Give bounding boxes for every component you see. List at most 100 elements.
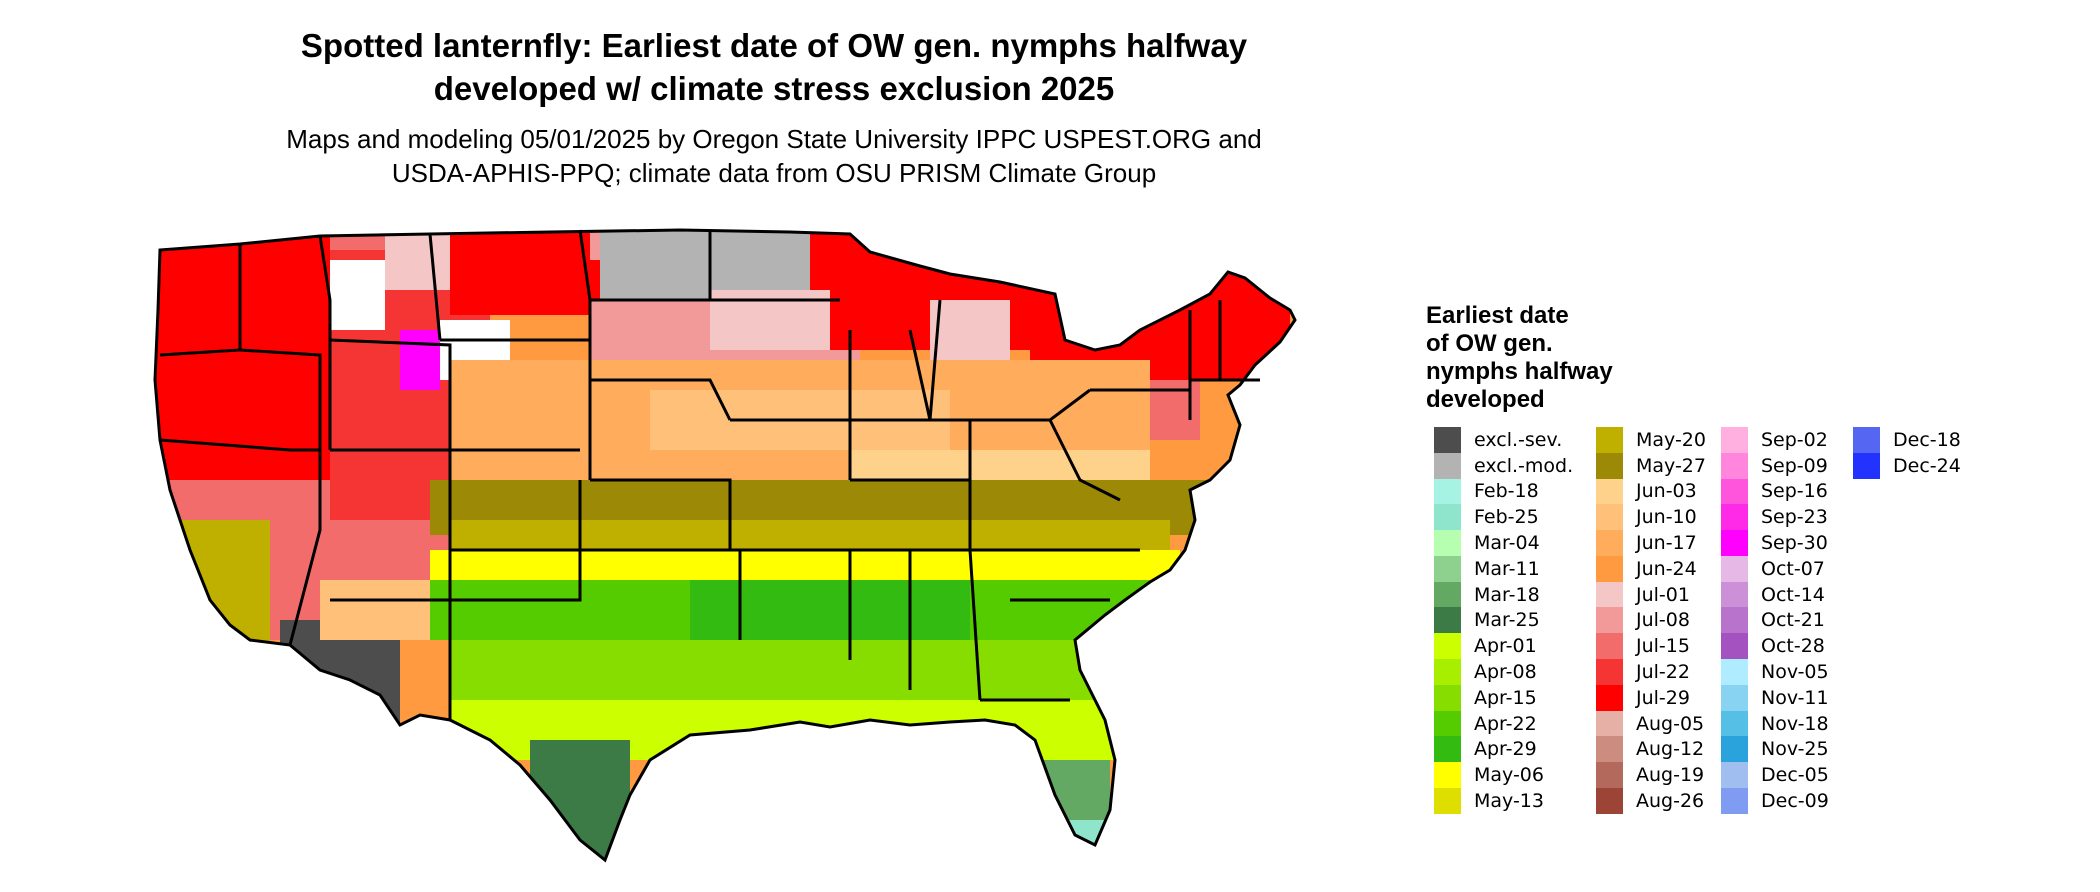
legend-label: Apr-15 [1474,686,1537,709]
legend-swatch [1596,762,1623,789]
legend-label: Nov-11 [1761,686,1829,709]
us-map [153,228,1297,862]
legend-swatch [1434,710,1461,737]
legend-swatch [1596,633,1623,660]
legend-label: Aug-26 [1636,790,1705,813]
legend-swatch [1434,504,1461,531]
legend-label: Mar-04 [1474,532,1540,555]
legend-column: May-20 May-27 Jun-03 Jun-10 Jun-17 Jun-24 Jul-… [1596,426,1706,815]
legend-item: Oct-21 [1721,607,1829,634]
legend-swatch [1434,478,1461,505]
border-wv-va [1048,419,1121,502]
legend-item: Apr-29 [1434,736,1573,763]
legend-swatch [1434,452,1461,479]
title-line-1: Spotted lanternfly: Earliest date of OW … [300,27,1248,64]
legend-label: Mar-11 [1474,557,1540,580]
legend-label: Dec-05 [1761,764,1829,787]
legend-swatch [1721,530,1748,557]
state-borders [153,228,1297,862]
legend-item: Apr-01 [1434,633,1573,660]
legend-item: Dec-09 [1721,788,1829,815]
legend-label: Dec-18 [1893,428,1961,451]
legend-label: Nov-05 [1761,661,1829,684]
legend-swatch [1721,788,1748,815]
legend-item: Oct-28 [1721,633,1829,660]
legend-label: Dec-24 [1893,454,1961,477]
legend-swatch [1596,788,1623,815]
legend-item: Jul-22 [1596,659,1706,686]
border-or-id-nv [239,348,322,646]
legend-swatch [1721,478,1748,505]
legend-item: Aug-12 [1596,736,1706,763]
legend-item: Aug-26 [1596,788,1706,815]
legend-item: Nov-25 [1721,736,1829,763]
legend-label: Aug-05 [1636,712,1705,735]
legend-label: Jul-15 [1636,635,1690,658]
legend-swatch [1721,710,1748,737]
legend-label: Apr-29 [1474,738,1537,761]
legend-label: Jul-29 [1636,686,1690,709]
legend-item: Mar-04 [1434,530,1573,557]
legend-title-line-3: nymphs halfway [1426,358,1613,385]
legend-item: Mar-25 [1434,607,1573,634]
legend-swatch [1434,633,1461,660]
legend-swatch [1721,633,1748,660]
legend-item: Jun-10 [1596,504,1706,531]
legend-label: Aug-19 [1636,764,1705,787]
legend-title: Earliest date of OW gen. nymphs halfway … [1426,302,1613,414]
legend-swatch [1434,684,1461,711]
legend-item: Jul-01 [1596,581,1706,608]
band-gulf-dark-green [690,580,970,640]
legend-swatch [1434,788,1461,815]
band-ohio-valley [850,450,1150,480]
legend-label: Oct-07 [1761,557,1825,580]
legend-label: Feb-25 [1474,506,1539,529]
legend-label: excl.-sev. [1474,428,1563,451]
legend-swatch [1434,607,1461,634]
legend-label: May-27 [1636,454,1706,477]
legend-column: Dec-18 Dec-24 [1853,426,1961,479]
legend-swatch [1853,452,1880,479]
legend-swatch [1721,581,1748,608]
legend-swatch [1721,607,1748,634]
legend-label: Apr-22 [1474,712,1537,735]
legend-label: Sep-30 [1761,532,1828,555]
border-lake-michigan-west [908,329,932,421]
legend-label: May-06 [1474,764,1544,787]
legend-swatch [1596,504,1623,531]
legend-item: Nov-11 [1721,684,1829,711]
legend-item: Sep-30 [1721,530,1829,557]
legend-item: Jul-08 [1596,607,1706,634]
legend-item: Sep-09 [1721,452,1829,479]
legend-item: Jun-03 [1596,478,1706,505]
phenology-fill [155,230,1295,860]
border-mt-dakota [428,233,442,341]
legend-label: Apr-01 [1474,635,1537,658]
legend-label: Oct-21 [1761,609,1825,632]
border-lake-michigan-east [928,299,942,421]
legend-swatch [1434,581,1461,608]
legend-item: Apr-15 [1434,684,1573,711]
legend-swatch [1434,762,1461,789]
map-title: Spotted lanternfly: Earliest date of OW … [0,24,1548,110]
legend-swatch [1596,684,1623,711]
legend-label: Sep-16 [1761,480,1828,503]
legend-label: Nov-25 [1761,738,1829,761]
legend-item: Mar-18 [1434,581,1573,608]
legend-item: excl.-mod. [1434,452,1574,479]
legend-label: Jul-22 [1636,661,1690,684]
legend-swatch [1434,426,1461,453]
legend-item: Feb-25 [1434,504,1573,531]
legend-label: Jun-10 [1636,506,1697,529]
legend-title-line-4: developed [1426,386,1545,413]
legend-item: Oct-07 [1721,555,1829,582]
legend-swatch [1721,736,1748,763]
legend-label: May-20 [1636,428,1706,451]
legend-swatch [1434,530,1461,557]
legend-item: Jun-24 [1596,555,1706,582]
legend-swatch [1596,426,1623,453]
legend-item: Jul-15 [1596,633,1706,660]
legend-item: Mar-11 [1434,555,1573,582]
legend-label: Dec-09 [1761,790,1829,813]
legend-label: excl.-mod. [1474,454,1574,477]
